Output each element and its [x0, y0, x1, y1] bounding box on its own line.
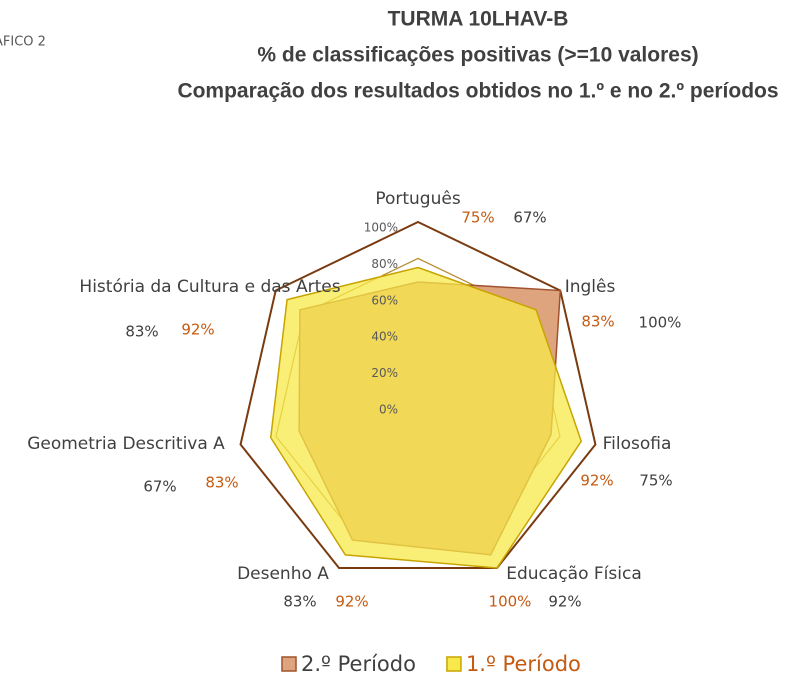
value-label: 67%: [513, 209, 546, 227]
value-label: 100%: [489, 593, 532, 611]
value-label: 75%: [461, 209, 494, 227]
category-label: História da Cultura e das Artes: [79, 277, 341, 297]
series-area: [269, 266, 583, 569]
value-label: 67%: [143, 478, 176, 496]
value-label: 100%: [639, 314, 682, 332]
value-label: 92%: [580, 472, 613, 490]
tick-label: 0%: [379, 403, 398, 417]
tick-label: 40%: [371, 330, 398, 344]
value-label: 92%: [181, 321, 214, 339]
tick-label: 20%: [371, 366, 398, 380]
value-label: 83%: [125, 323, 158, 341]
value-label: 75%: [639, 472, 672, 490]
value-label: 83%: [205, 474, 238, 492]
grid-ring: [239, 220, 597, 569]
corner-label: ÁFICO 2: [0, 34, 46, 50]
chart-title: TURMA 10LHAV-B: [388, 8, 569, 31]
category-label: Português: [375, 189, 461, 209]
category-label: Educação Física: [506, 564, 642, 584]
value-label: 92%: [335, 593, 368, 611]
tick-label: 60%: [371, 293, 398, 307]
category-label: Filosofia: [602, 434, 672, 454]
legend-label: 2.º Período: [301, 652, 416, 676]
value-label: 83%: [283, 593, 316, 611]
legend-swatch: [281, 656, 297, 672]
value-label: 92%: [548, 593, 581, 611]
category-label: Desenho A: [237, 564, 329, 584]
legend-label: 1.º Período: [466, 652, 581, 676]
chart-subtitle: Comparação dos resultados obtidos no 1.º…: [177, 80, 778, 103]
value-label: 83%: [581, 313, 614, 331]
legend-swatch: [446, 656, 462, 672]
category-label: Geometria Descritiva A: [27, 434, 225, 454]
chart-subtitle: % de classificações positivas (>=10 valo…: [257, 44, 698, 67]
tick-label: 100%: [364, 221, 398, 235]
tick-label: 80%: [371, 257, 398, 271]
category-label: Inglês: [564, 277, 616, 297]
